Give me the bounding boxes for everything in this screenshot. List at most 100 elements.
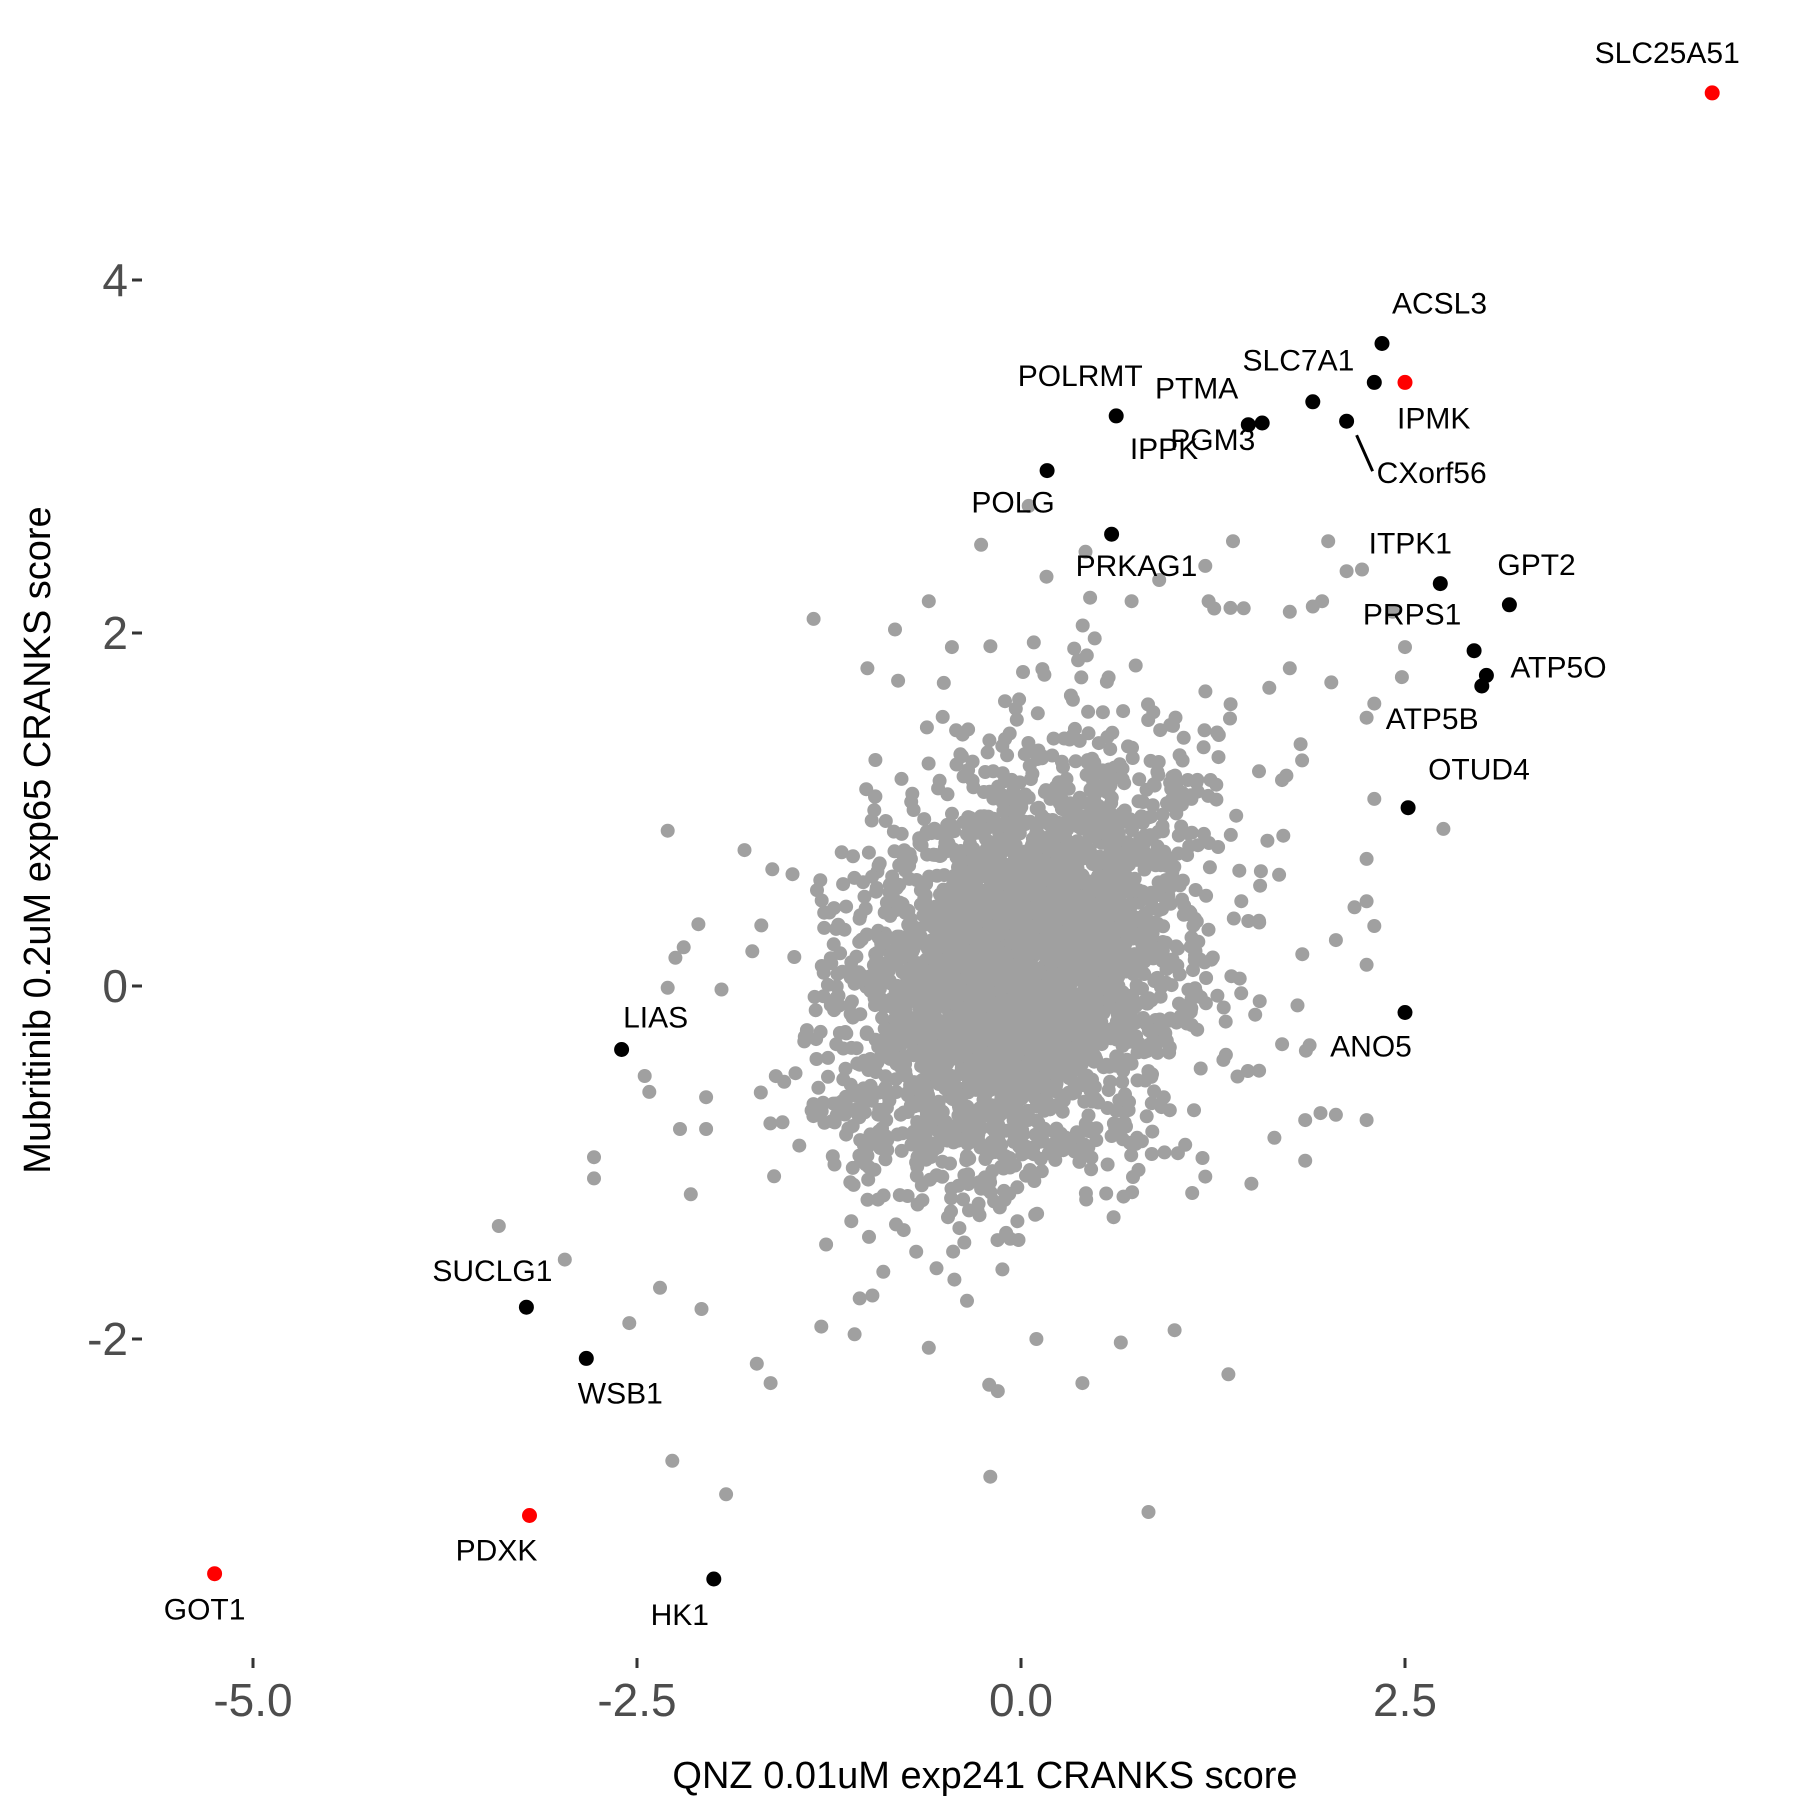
background-point <box>902 847 917 861</box>
point-ipmk <box>1397 374 1413 390</box>
background-point <box>1022 742 1037 757</box>
outlier-point <box>719 1487 734 1502</box>
background-point <box>959 1066 974 1081</box>
label-slc7a1: SLC7A1 <box>1243 344 1355 377</box>
background-point <box>877 1021 892 1036</box>
outlier-point <box>1339 564 1354 579</box>
background-point <box>1240 1064 1255 1078</box>
background-point <box>1185 1186 1200 1200</box>
background-point <box>811 1080 826 1095</box>
background-point <box>1093 1005 1108 1020</box>
point-prps1 <box>1466 643 1482 659</box>
background-point <box>1100 1157 1115 1172</box>
background-point <box>1015 970 1030 985</box>
point-prkag1 <box>1104 526 1120 542</box>
background-point <box>973 852 988 867</box>
background-point <box>1155 807 1170 822</box>
background-point <box>915 968 930 983</box>
background-point <box>893 1107 908 1122</box>
background-point <box>856 1138 871 1153</box>
background-point <box>929 848 944 862</box>
background-point <box>814 893 829 908</box>
background-point <box>1058 1004 1073 1019</box>
background-point <box>902 858 917 873</box>
background-point <box>1144 1147 1159 1161</box>
background-point <box>1223 697 1238 712</box>
background-point <box>1031 863 1046 878</box>
background-point <box>1295 753 1310 768</box>
background-point <box>1068 754 1083 769</box>
background-point <box>788 1066 803 1081</box>
background-point <box>944 1191 959 1206</box>
background-point <box>977 809 991 824</box>
background-point <box>1171 846 1186 861</box>
background-point <box>1201 922 1216 937</box>
background-point <box>980 745 995 760</box>
background-point <box>824 956 839 971</box>
y-tick-label: 2 <box>102 607 128 659</box>
background-point <box>1056 760 1070 775</box>
background-point <box>816 965 831 980</box>
background-point <box>1046 966 1060 980</box>
background-point <box>1048 899 1063 914</box>
point-hk1 <box>706 1571 722 1587</box>
outlier-point <box>1198 1169 1213 1184</box>
outlier-point <box>587 1150 601 1165</box>
background-point <box>968 942 983 956</box>
background-point <box>1106 1116 1121 1131</box>
background-point <box>1023 772 1038 787</box>
background-point <box>1198 684 1213 699</box>
background-point <box>1139 1109 1154 1124</box>
background-point <box>863 1083 878 1098</box>
background-point <box>975 929 990 944</box>
background-point <box>1004 935 1018 950</box>
background-point <box>1089 1133 1104 1148</box>
background-point <box>1111 969 1126 984</box>
outlier-point <box>1021 498 1036 513</box>
point-ptma <box>1240 417 1256 433</box>
background-point <box>1260 833 1275 848</box>
background-point <box>1048 915 1063 930</box>
outlier-point <box>587 1171 601 1186</box>
background-point <box>1008 1062 1023 1076</box>
background-point <box>859 1025 874 1040</box>
background-point <box>809 1032 824 1047</box>
background-point <box>1084 917 1098 932</box>
background-point <box>1109 1103 1124 1118</box>
background-point <box>864 1093 879 1108</box>
background-point <box>847 870 862 885</box>
background-point <box>967 982 982 997</box>
background-point <box>909 1244 924 1259</box>
background-point <box>1193 952 1208 967</box>
background-point <box>852 934 867 949</box>
background-point <box>945 806 959 821</box>
background-point <box>876 968 890 983</box>
background-point <box>1049 1021 1064 1036</box>
label-prps1: PRPS1 <box>1363 599 1461 632</box>
background-point <box>947 888 962 903</box>
background-point <box>1078 980 1092 995</box>
y-tick-label: 4 <box>102 254 128 306</box>
background-point <box>817 905 832 920</box>
background-point <box>965 754 980 769</box>
background-point <box>1023 958 1038 973</box>
background-point <box>785 867 800 882</box>
background-point <box>1150 765 1165 779</box>
background-point <box>1030 1030 1045 1045</box>
background-point <box>921 1091 936 1106</box>
background-point <box>1210 725 1225 740</box>
background-point <box>857 889 872 904</box>
background-point <box>943 950 958 965</box>
outlier-point <box>1315 594 1330 609</box>
background-point <box>947 993 962 1008</box>
background-point <box>1153 1019 1168 1034</box>
label-hk1: HK1 <box>651 1599 709 1632</box>
background-point <box>1119 1052 1134 1067</box>
background-point <box>968 913 983 928</box>
outlier-point <box>1113 1335 1128 1350</box>
label-ippk: IPPK <box>1130 433 1198 466</box>
background-point <box>1046 731 1061 746</box>
background-point <box>930 1140 945 1155</box>
background-point <box>997 774 1012 789</box>
background-point <box>1181 826 1196 841</box>
